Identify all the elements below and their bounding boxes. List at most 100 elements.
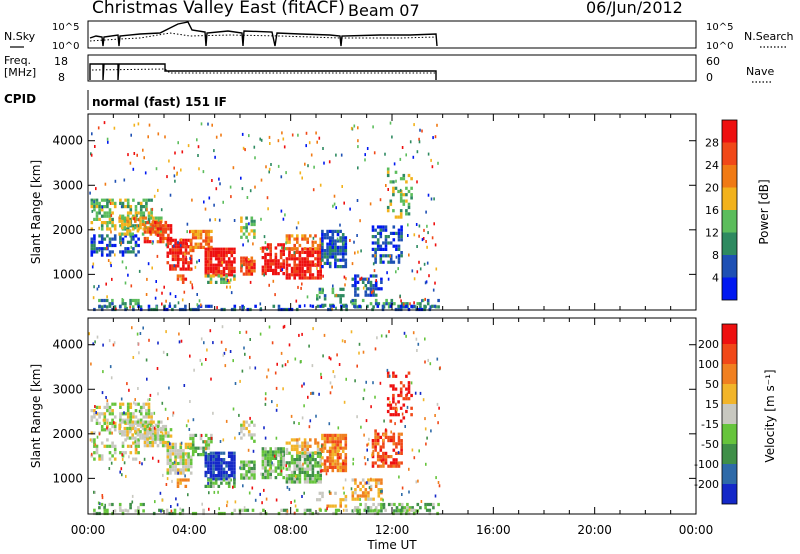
range-cell <box>316 270 320 274</box>
range-cell <box>169 458 172 462</box>
noise-cell <box>424 427 427 431</box>
noise-cell <box>405 334 407 338</box>
range-cell <box>119 250 122 254</box>
range-cell <box>309 480 312 484</box>
range-cell <box>131 433 134 437</box>
range-cell <box>93 243 96 248</box>
range-cell <box>240 460 243 464</box>
range-cell <box>296 270 299 274</box>
noise-cell <box>421 129 423 133</box>
range-cell <box>113 243 117 248</box>
range-cell <box>371 241 375 245</box>
range-cell <box>382 455 385 459</box>
noise-cell <box>382 503 384 507</box>
range-cell <box>204 263 208 267</box>
range-cell <box>189 458 193 462</box>
range-cell <box>141 423 145 427</box>
range-cell <box>233 250 236 254</box>
range-cell <box>212 477 215 481</box>
range-cell <box>323 297 327 301</box>
colorbar-tick-label: 12 <box>705 227 719 240</box>
range-cell <box>222 254 226 258</box>
range-cell <box>274 476 278 480</box>
range-cell <box>197 304 200 308</box>
range-cell <box>316 474 320 478</box>
nsky-lo-label: 10^0 <box>52 41 79 52</box>
range-cell <box>306 257 309 261</box>
range-cell <box>174 452 177 456</box>
range-cell <box>339 456 342 460</box>
range-cell <box>285 273 289 277</box>
noise-cell <box>336 237 339 241</box>
noise-cell <box>173 244 175 248</box>
range-cell <box>240 436 243 440</box>
range-cell <box>342 304 346 308</box>
range-cell <box>410 413 413 417</box>
noise-cell <box>246 266 248 270</box>
range-cell <box>253 466 256 471</box>
noise-cell <box>325 472 328 476</box>
range-cell <box>364 488 368 492</box>
range-cell <box>176 461 180 466</box>
range-cell <box>319 247 322 251</box>
range-cell <box>274 265 278 269</box>
noise-cell <box>167 417 169 421</box>
range-cell <box>204 236 208 240</box>
range-cell <box>339 239 342 243</box>
range-cell <box>341 459 345 463</box>
range-cell <box>207 446 211 450</box>
noise-cell <box>277 164 280 168</box>
range-cell <box>328 229 332 233</box>
range-cell <box>426 298 430 303</box>
noise-cell <box>232 166 235 170</box>
range-cell <box>359 502 362 507</box>
range-cell <box>288 441 291 445</box>
range-cell <box>250 266 254 270</box>
range-cell <box>351 478 355 482</box>
noise-cell <box>288 253 290 257</box>
range-cell <box>174 468 177 472</box>
range-cell <box>106 405 109 409</box>
range-cell <box>225 477 228 481</box>
noise-cell <box>113 341 116 345</box>
range-cell <box>331 239 335 243</box>
range-cell <box>210 229 213 233</box>
range-cell <box>332 304 335 308</box>
range-cell <box>392 180 395 184</box>
range-cell <box>314 257 317 261</box>
noise-cell <box>162 350 165 354</box>
range-cell <box>377 287 381 291</box>
range-cell <box>290 461 294 465</box>
noise-cell <box>273 454 276 458</box>
range-cell <box>132 237 135 241</box>
noise-cell <box>248 258 250 261</box>
noise-cell <box>148 123 151 127</box>
range-cell <box>106 227 109 231</box>
freq-strip: Freq. [MHz] 18 8 60 0 Nave <box>4 54 774 84</box>
range-cell <box>323 469 327 473</box>
range-cell <box>405 374 408 378</box>
range-cell <box>380 478 383 482</box>
range-cell <box>129 415 133 419</box>
range-cell <box>367 494 370 498</box>
noise-cell <box>97 126 100 130</box>
range-cell <box>165 508 169 512</box>
noise-cell <box>259 137 261 141</box>
range-cell <box>277 259 280 263</box>
range-cell <box>336 437 340 441</box>
range-cell <box>217 474 221 478</box>
range-cell <box>389 199 393 203</box>
range-cell <box>432 502 435 507</box>
range-cell <box>309 247 312 251</box>
noise-cell <box>174 304 177 308</box>
noise-cell <box>180 441 183 445</box>
range-cell <box>214 454 218 458</box>
range-cell <box>161 444 165 448</box>
range-cell <box>247 463 251 467</box>
noise-cell <box>301 416 304 420</box>
range-cell <box>384 461 388 465</box>
range-cell <box>331 255 335 259</box>
noise-cell <box>133 401 135 405</box>
range-cell <box>105 305 109 309</box>
range-cell <box>184 468 188 472</box>
